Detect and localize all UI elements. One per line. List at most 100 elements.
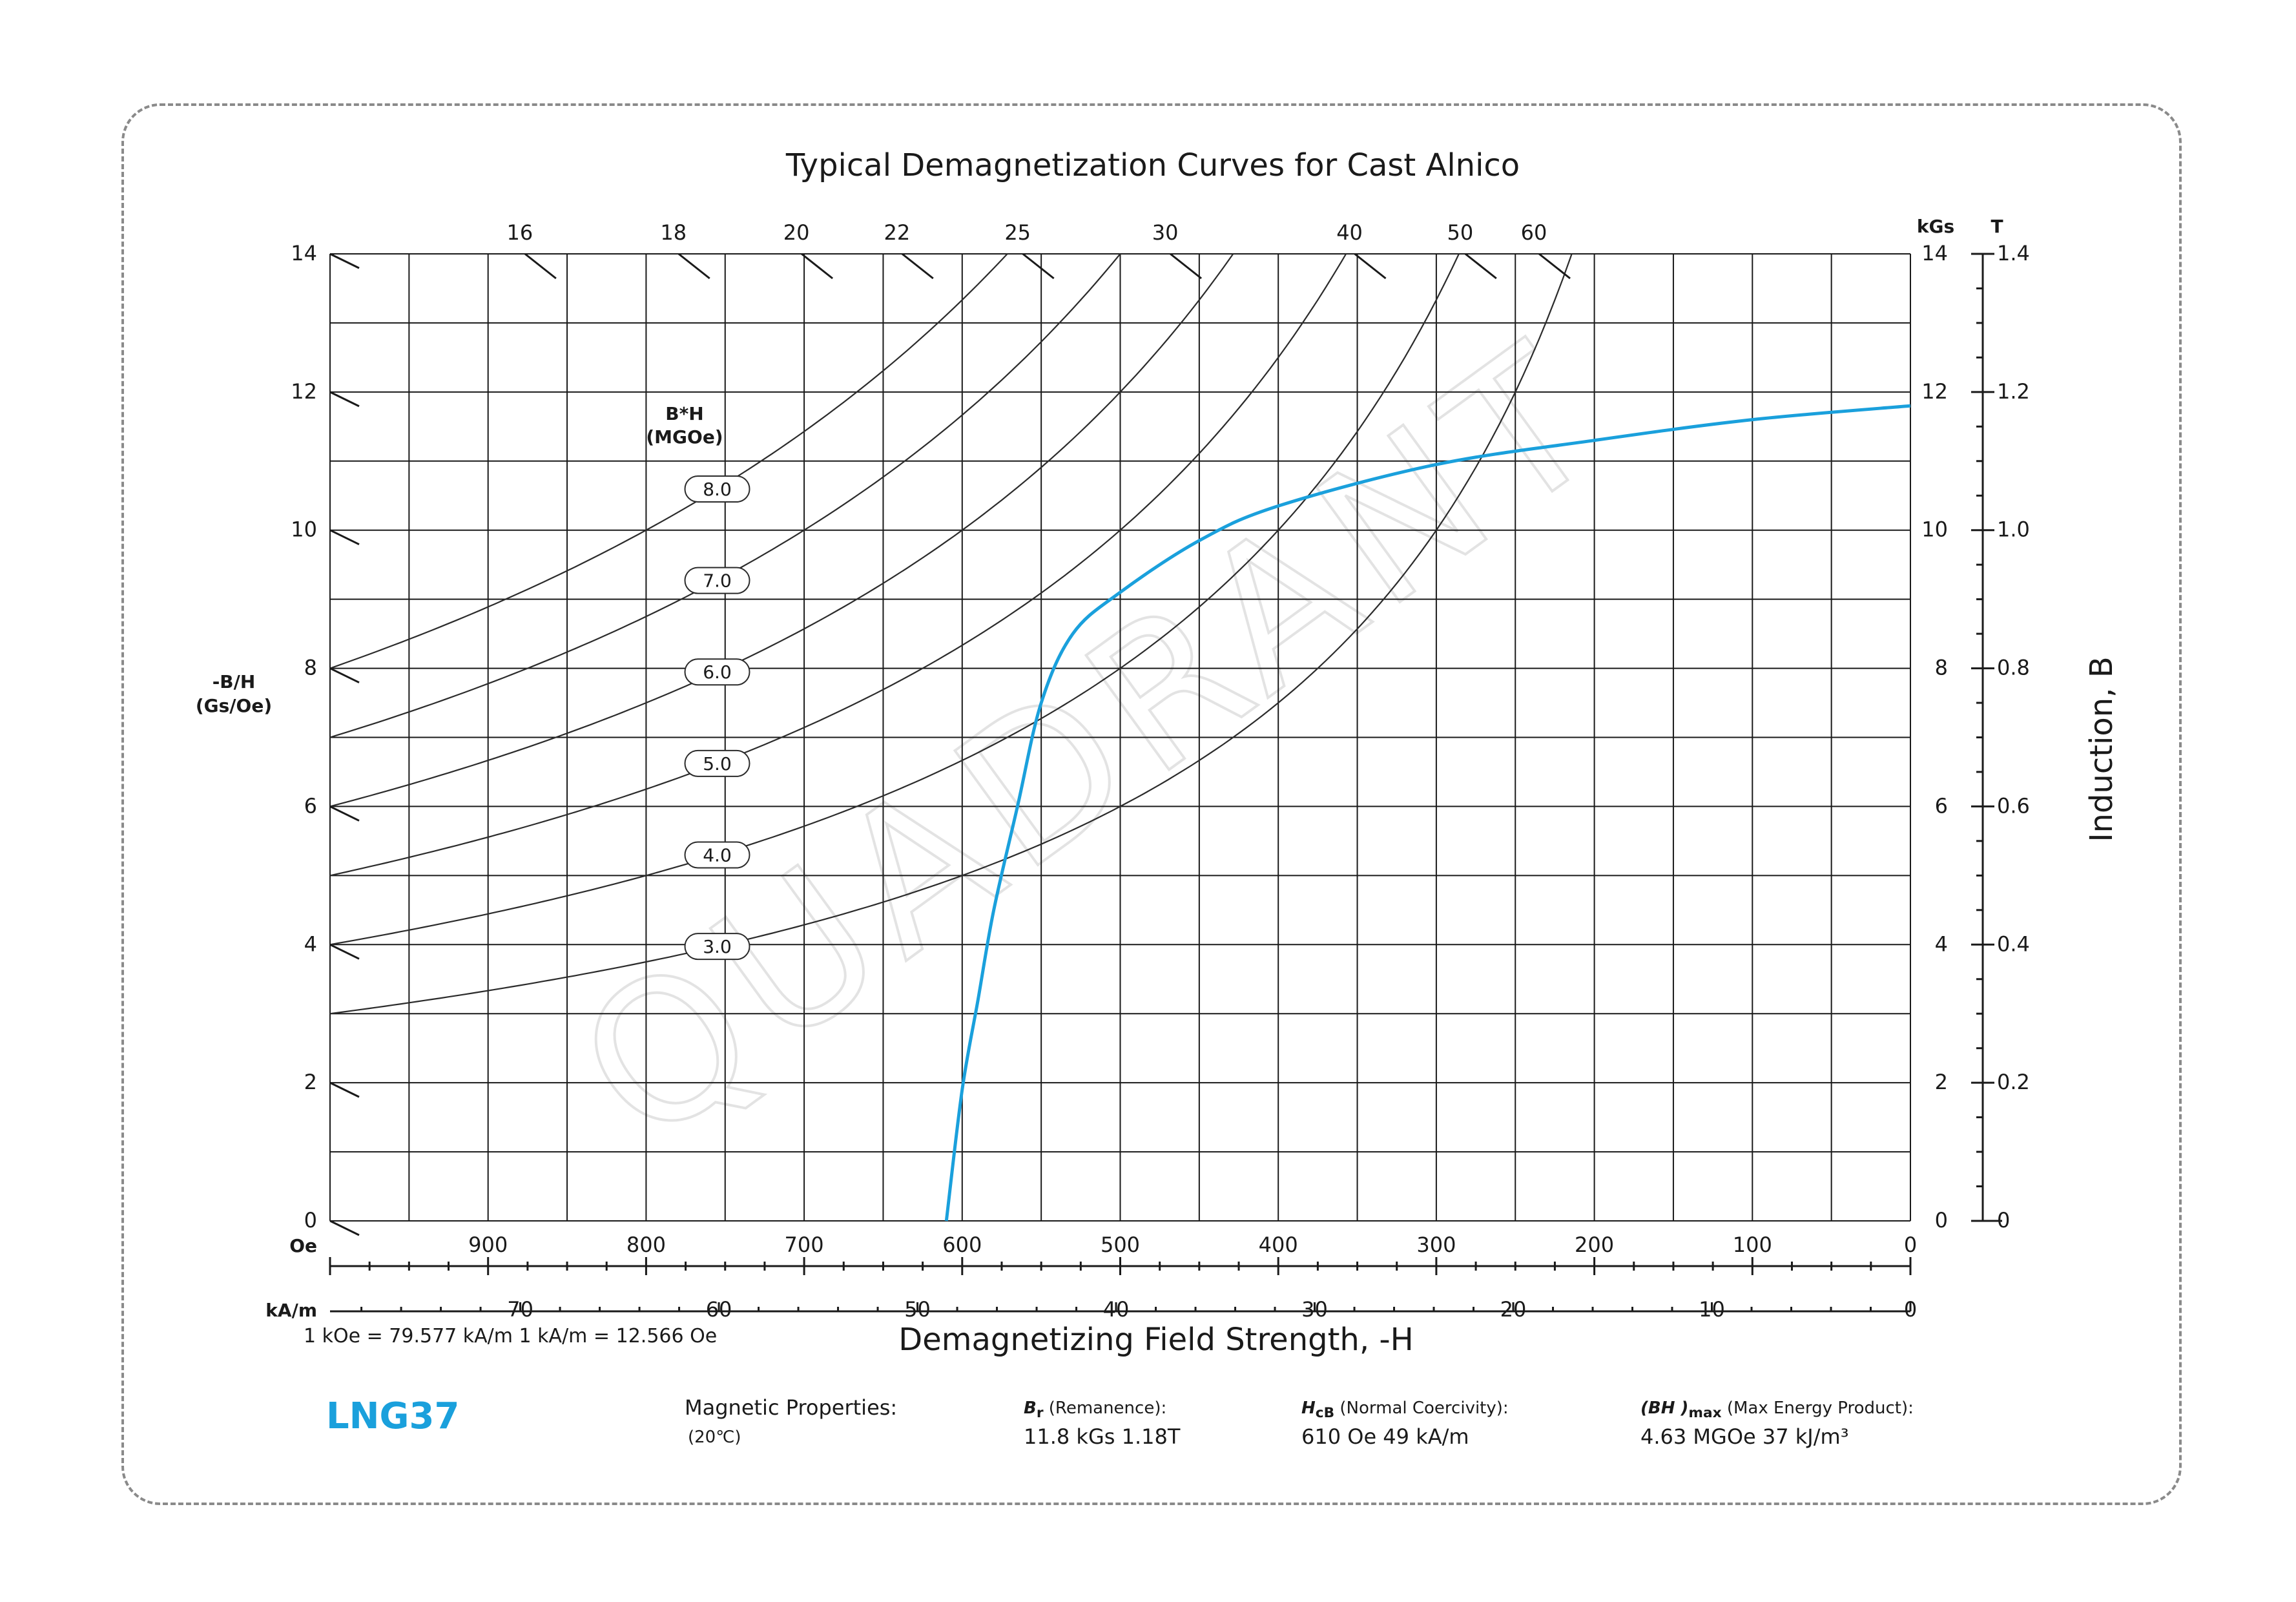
bh-label-box (684, 658, 750, 686)
left-slope-tick (329, 529, 360, 546)
slope-tick-50 (1464, 253, 1497, 280)
grid (329, 253, 1911, 1222)
conversion-note: 1 kOe = 79.577 kA/m 1 kA/m = 12.566 Oe (304, 1325, 717, 1347)
left-slope-tick (329, 253, 360, 269)
left-slope-tick (329, 667, 360, 683)
unit-kgs: kGs (1917, 216, 1954, 237)
bh-curve-8.0 (329, 253, 1008, 669)
right-y-tick-kgs: 0 (1935, 1208, 1948, 1233)
x-tick-label-oe: 200 (1575, 1233, 1614, 1257)
bh-curve-5.0 (329, 253, 1347, 877)
left-slope-tick (329, 1220, 360, 1236)
slope-tick-30 (1170, 253, 1202, 280)
bh-curve-4.0 (329, 253, 1460, 946)
axes (329, 253, 2002, 1313)
x-tick-label-kam: 0 (1904, 1297, 1917, 1322)
right-y-tick-t: 0.2 (1997, 1070, 2030, 1094)
slope-label-60: 60 (1521, 220, 1547, 245)
x-tick-label-oe: 100 (1733, 1233, 1772, 1257)
slope-label-20: 20 (783, 220, 810, 245)
x-tick-label-kam: 10 (1699, 1297, 1725, 1322)
right-y-tick-kgs: 14 (1921, 241, 1948, 265)
right-y-tick-kgs: 10 (1921, 517, 1948, 542)
right-y-tick-kgs: 12 (1921, 379, 1948, 404)
bh-label: 6.0 (703, 661, 732, 683)
bh-label: 7.0 (703, 570, 732, 592)
left-y-tick-label: 14 (291, 241, 317, 265)
chart-frame (121, 103, 2182, 1505)
unit-t: T (1991, 216, 2003, 237)
slope-label-25: 25 (1004, 220, 1031, 245)
left-y-tick-label: 0 (304, 1208, 317, 1233)
x-tick-label-oe: 500 (1101, 1233, 1140, 1257)
slope-label-50: 50 (1447, 220, 1473, 245)
left-y-tick-label: 4 (304, 931, 317, 956)
x-tick-label-kam: 40 (1103, 1297, 1130, 1322)
right-y-tick-t: 0.4 (1997, 931, 2030, 956)
series-line-LNG37 (944, 404, 1911, 1222)
slope-tick-25 (1022, 253, 1055, 280)
x-axis-title: Demagnetizing Field Strength, -H (898, 1322, 1414, 1358)
slope-tick-18 (677, 253, 710, 280)
x-tick-label-kam: 50 (904, 1297, 931, 1322)
bh-label-box (684, 567, 750, 594)
bh-label: 5.0 (703, 753, 732, 775)
slope-tick-16 (524, 253, 557, 280)
slope-tick-22 (901, 253, 934, 280)
series (944, 404, 1911, 1222)
bh-curve-6.0 (329, 253, 1234, 807)
x-tick-label-oe: 0 (1904, 1233, 1917, 1257)
x-tick-label-oe: 300 (1416, 1233, 1456, 1257)
slope-markers (329, 253, 1571, 1236)
right-y-tick-kgs: 6 (1935, 793, 1948, 818)
right-y-tick-t: 1.0 (1997, 517, 2030, 542)
left-y-tick-label: 6 (304, 793, 317, 818)
left-y-tick-label: 8 (304, 656, 317, 680)
left-slope-tick (329, 806, 360, 822)
bh-label-box (684, 841, 750, 869)
bh-label-box (684, 749, 750, 777)
right-y-tick-t: 1.4 (1997, 241, 2030, 265)
right-ylabel: Induction, B (2084, 656, 2120, 842)
slope-label-16: 16 (507, 220, 533, 245)
bh-title-line1: B*H (665, 403, 703, 424)
bh-curves: 3.0 4.0 5.0 6.0 7.0 8.0 (329, 253, 1573, 1015)
right-y-tick-kgs: 4 (1935, 931, 1948, 956)
slope-tick-60 (1538, 253, 1571, 280)
left-slope-tick (329, 943, 360, 960)
slope-label-40: 40 (1336, 220, 1363, 245)
chart-title: Typical Demagnetization Curves for Cast … (785, 147, 1520, 183)
slope-tick-40 (1354, 253, 1387, 280)
bh-label: 8.0 (703, 479, 732, 500)
right-y-tick-t: 0.8 (1997, 656, 2030, 680)
left-y-tick-label: 10 (291, 517, 317, 542)
bh-label-box (684, 933, 750, 961)
x-tick-label-oe: 700 (785, 1233, 824, 1257)
x-tick-label-kam: 30 (1301, 1297, 1328, 1322)
x-tick-label-oe: 600 (942, 1233, 982, 1257)
bh-curve-3.0 (329, 253, 1573, 1015)
x-unit-oe: Oe (289, 1235, 317, 1256)
left-slope-tick (329, 1081, 360, 1098)
right-y-tick-t: 1.2 (1997, 379, 2030, 404)
x-tick-label-oe: 800 (626, 1233, 666, 1257)
right-y-tick-kgs: 2 (1935, 1070, 1948, 1094)
right-y-tick-kgs: 8 (1935, 656, 1948, 680)
x-tick-label-oe: 400 (1259, 1233, 1298, 1257)
left-ylabel-line1: -B/H (212, 671, 256, 692)
x-tick-label-kam: 60 (706, 1297, 732, 1322)
x-tick-label-kam: 20 (1500, 1297, 1527, 1322)
slope-label-30: 30 (1152, 220, 1179, 245)
left-y-tick-label: 12 (291, 379, 317, 404)
x-tick-label-oe: 900 (468, 1233, 508, 1257)
left-y-tick-label: 2 (304, 1070, 317, 1094)
right-y-tick-t: 0.6 (1997, 793, 2030, 818)
left-slope-tick (329, 391, 360, 408)
slope-label-18: 18 (660, 220, 687, 245)
x-unit-kam: kA/m (265, 1300, 317, 1321)
slope-label-22: 22 (884, 220, 910, 245)
slope-tick-20 (801, 253, 834, 280)
bh-label-box (684, 475, 750, 503)
